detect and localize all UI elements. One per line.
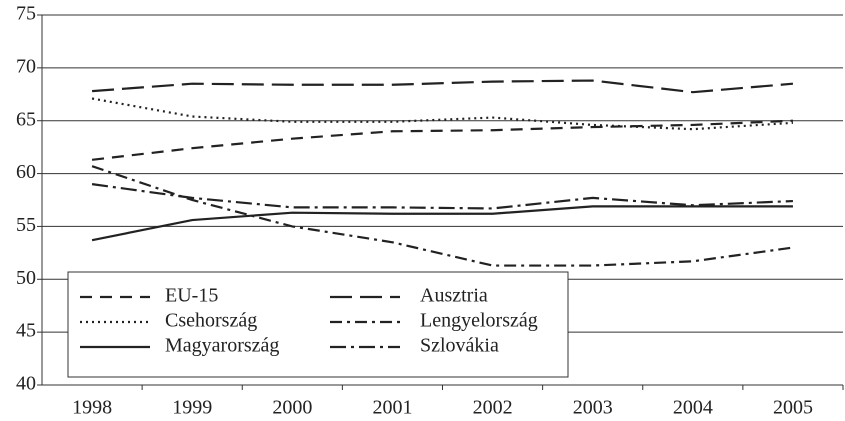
series-line: [91, 119, 793, 161]
legend-label: Szlovákia: [420, 335, 499, 357]
y-tick-label: 75: [16, 3, 36, 25]
legend-box: [67, 271, 569, 378]
series-line: [91, 183, 793, 210]
x-tick-label: 1998: [72, 397, 112, 419]
x-tick-label: 1999: [172, 397, 212, 419]
x-tick-label: 2004: [673, 397, 713, 419]
x-tick-label: 2001: [372, 397, 412, 419]
x-tick-label: 2002: [473, 397, 513, 419]
x-tick-label: 2003: [573, 397, 613, 419]
legend-label: EU-15: [165, 285, 218, 307]
y-tick-label: 60: [16, 161, 36, 183]
series-line: [91, 165, 794, 267]
x-tick-label: 2005: [773, 397, 813, 419]
legend-label: Ausztria: [420, 285, 488, 307]
x-tick-label: 2000: [272, 397, 312, 419]
series-line: [91, 97, 794, 131]
legend-label: Magyarország: [165, 335, 279, 357]
y-tick-label: 55: [16, 214, 36, 236]
y-tick-label: 40: [16, 373, 36, 395]
y-tick-label: 65: [16, 108, 36, 130]
series-line: [91, 205, 793, 242]
legend-label: Lengyelország: [420, 310, 538, 332]
legend-label: Csehország: [165, 310, 257, 332]
y-tick-label: 70: [16, 55, 36, 77]
y-tick-label: 45: [16, 320, 36, 342]
y-tick-label: 50: [16, 267, 36, 289]
series-line: [91, 79, 794, 94]
